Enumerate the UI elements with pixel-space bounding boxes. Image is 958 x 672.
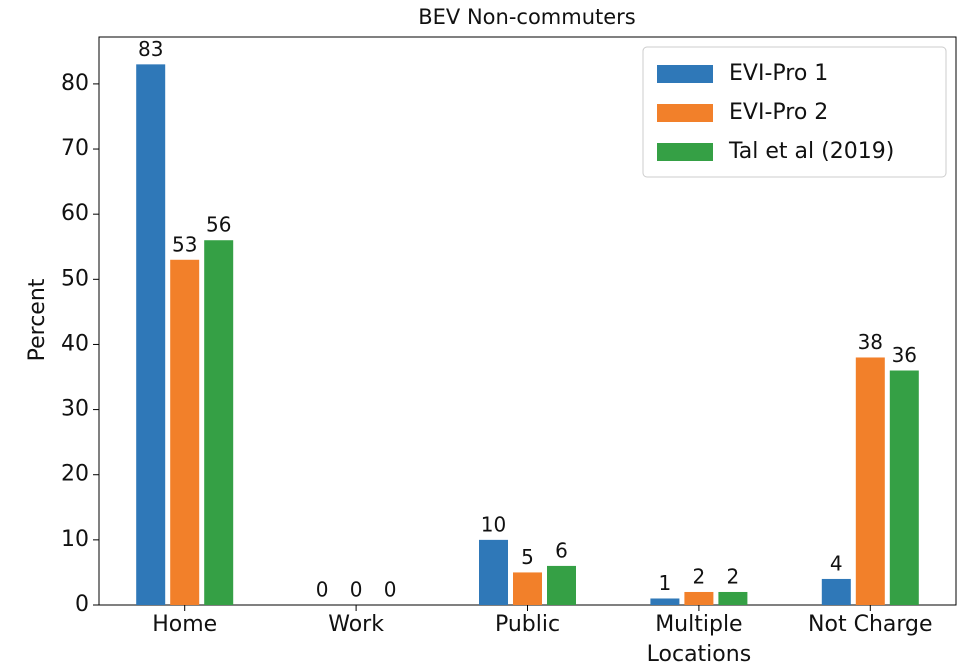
legend-swatch xyxy=(657,65,713,83)
bar xyxy=(855,357,885,605)
chart-title: BEV Non-commuters xyxy=(418,5,636,29)
bar xyxy=(204,240,234,605)
data-label: 0 xyxy=(316,578,329,602)
x-tick-label: Public xyxy=(495,612,560,637)
y-tick-label: 0 xyxy=(75,592,89,617)
data-label: 5 xyxy=(521,545,534,569)
x-tick-label: Work xyxy=(328,612,384,637)
bar xyxy=(136,64,166,606)
y-axis-label: Percent xyxy=(25,278,50,361)
y-tick-label: 20 xyxy=(61,462,89,487)
data-label: 83 xyxy=(138,37,163,61)
data-label: 2 xyxy=(693,564,706,588)
bar xyxy=(170,259,200,605)
y-tick-label: 10 xyxy=(61,527,89,552)
data-label: 10 xyxy=(481,512,506,536)
data-label: 36 xyxy=(892,343,917,367)
bar xyxy=(718,591,748,605)
y-tick-label: 50 xyxy=(61,266,89,291)
x-tick-label: Home xyxy=(152,612,217,637)
bar xyxy=(889,370,919,605)
legend-label: EVI-Pro 1 xyxy=(729,61,828,86)
data-label: 2 xyxy=(727,564,740,588)
y-tick-label: 40 xyxy=(61,331,89,356)
legend-swatch xyxy=(657,143,713,161)
legend-label: Tal et al (2019) xyxy=(728,139,894,164)
bar xyxy=(821,578,851,605)
data-label: 0 xyxy=(350,578,363,602)
data-label: 1 xyxy=(659,571,672,595)
legend-label: EVI-Pro 2 xyxy=(729,100,828,125)
data-label: 0 xyxy=(384,578,397,602)
data-label: 38 xyxy=(858,330,883,354)
y-tick-label: 60 xyxy=(61,201,89,226)
bar xyxy=(479,539,508,605)
legend-box xyxy=(642,46,947,178)
x-tick-label: Not Charge xyxy=(808,612,932,637)
data-label: 6 xyxy=(555,538,568,562)
x-tick-label: Multiple Locations xyxy=(647,612,752,667)
bar xyxy=(547,565,576,605)
y-tick-label: 30 xyxy=(61,397,89,422)
data-label: 53 xyxy=(172,232,197,256)
data-label: 56 xyxy=(206,213,231,237)
y-tick-label: 80 xyxy=(61,71,89,96)
data-label: 4 xyxy=(830,551,843,575)
bar xyxy=(684,591,714,605)
bar xyxy=(513,572,542,605)
bar xyxy=(650,598,680,605)
legend-swatch xyxy=(657,104,713,122)
y-tick-label: 70 xyxy=(61,136,89,161)
